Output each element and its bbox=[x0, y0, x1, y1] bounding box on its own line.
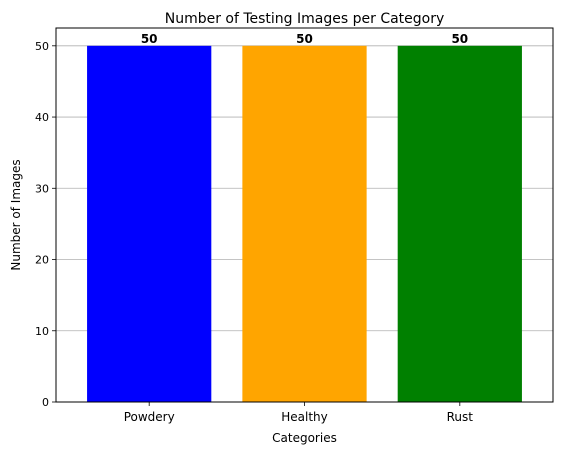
bars bbox=[87, 46, 522, 402]
y-tick-label: 30 bbox=[35, 182, 49, 195]
y-tick-label: 20 bbox=[35, 254, 49, 267]
y-tick-label: 0 bbox=[42, 396, 49, 409]
bar-value-label: 50 bbox=[296, 32, 313, 46]
y-axis-label: Number of Images bbox=[9, 159, 23, 270]
y-tick-label: 10 bbox=[35, 325, 49, 338]
chart-title: Number of Testing Images per Category bbox=[165, 11, 445, 27]
y-tick-label: 40 bbox=[35, 111, 49, 124]
x-tick-label-rust: Rust bbox=[447, 410, 474, 424]
bar-rust bbox=[398, 46, 522, 402]
bar-value-label: 50 bbox=[451, 32, 468, 46]
x-tick-label-healthy: Healthy bbox=[281, 410, 328, 424]
bar-healthy bbox=[242, 46, 366, 402]
bar-value-label: 50 bbox=[141, 32, 158, 46]
x-tick-label-powdery: Powdery bbox=[124, 410, 175, 424]
y-tick-label: 50 bbox=[35, 40, 49, 53]
bar-powdery bbox=[87, 46, 211, 402]
x-axis-label: Categories bbox=[272, 431, 337, 445]
